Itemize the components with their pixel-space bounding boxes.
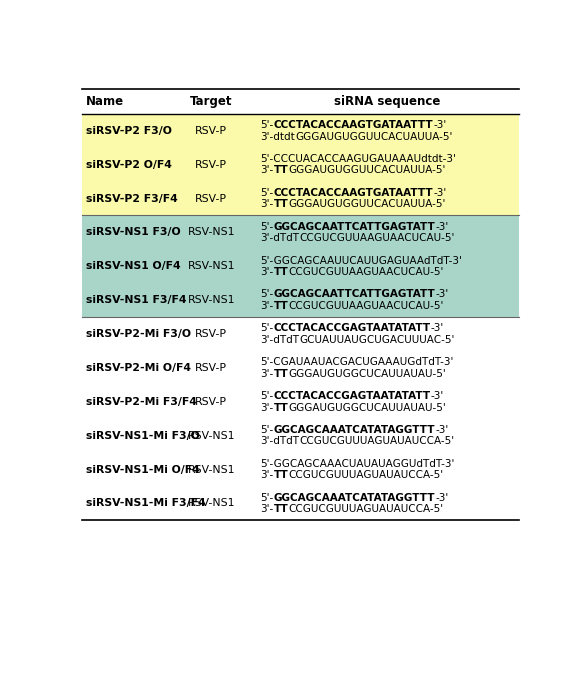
Text: TT: TT (274, 471, 289, 480)
Text: 5'-: 5'- (261, 391, 274, 401)
Text: GGGAUGUGGCUCAUUAUAU-5': GGGAUGUGGCUCAUUAUAU-5' (289, 403, 447, 413)
Text: siRSV-NS1 O/F4: siRSV-NS1 O/F4 (86, 261, 181, 272)
Text: 3'-: 3'- (261, 403, 274, 413)
Text: GGCAGCAAATCATATAGGTTT: GGCAGCAAATCATATAGGTTT (274, 493, 436, 502)
Text: GGGAUGUGGUUCACUAUUA-5': GGGAUGUGGUUCACUAUUA-5' (289, 166, 446, 175)
Text: 3'-: 3'- (261, 471, 274, 480)
Text: CCGUCGUUAAGUAACUCAU-5': CCGUCGUUAAGUAACUCAU-5' (289, 301, 444, 311)
Bar (82, 181, 518, 215)
Text: 5'-: 5'- (261, 493, 274, 502)
Text: TT: TT (274, 166, 289, 175)
Text: 3'-: 3'- (261, 267, 274, 277)
Text: -3': -3' (436, 221, 449, 232)
Text: RSV-P: RSV-P (195, 329, 227, 339)
Text: TT: TT (274, 369, 289, 379)
Bar (82, 283, 518, 317)
Text: siRSV-P2 O/F4: siRSV-P2 O/F4 (86, 160, 172, 170)
Text: 5'-GGCAGCAAACUAUAUAGGUdTdT-3': 5'-GGCAGCAAACUAUAUAGGUdTdT-3' (261, 459, 455, 469)
Text: 5'-: 5'- (261, 425, 274, 435)
Text: RSV-P: RSV-P (195, 126, 227, 136)
Text: RSV-NS1: RSV-NS1 (188, 430, 235, 441)
Text: CCGUCGUUAAGUAACUCAU-5': CCGUCGUUAAGUAACUCAU-5' (300, 233, 455, 243)
Text: -3': -3' (433, 120, 447, 130)
Text: CCCTACACCAAGTGATAATTT: CCCTACACCAAGTGATAATTT (274, 188, 433, 198)
Text: RSV-NS1: RSV-NS1 (188, 464, 235, 475)
Text: 3'-dTdT: 3'-dTdT (261, 335, 300, 345)
Text: GGCAGCAAATCATATAGGTTT: GGCAGCAAATCATATAGGTTT (274, 425, 436, 435)
Text: RSV-NS1: RSV-NS1 (188, 261, 235, 272)
Text: siRNA sequence: siRNA sequence (335, 95, 441, 108)
Text: -3': -3' (436, 425, 448, 435)
Bar (82, 249, 518, 283)
Text: GGCAGCAATTCATTGAGTATT: GGCAGCAATTCATTGAGTATT (274, 221, 436, 232)
Text: TT: TT (274, 267, 289, 277)
Text: CCCTACACCGAGTAATATATT: CCCTACACCGAGTAATATATT (274, 323, 431, 333)
Text: siRSV-NS1-Mi F3/F4: siRSV-NS1-Mi F3/F4 (86, 498, 206, 509)
Text: 5'-: 5'- (261, 289, 274, 299)
Text: siRSV-P2 F3/F4: siRSV-P2 F3/F4 (86, 194, 178, 204)
Bar (82, 114, 518, 148)
Text: 3'-: 3'- (261, 199, 274, 209)
Text: CCGUCGUUAAGUAACUCAU-5': CCGUCGUUAAGUAACUCAU-5' (289, 267, 444, 277)
Bar (82, 351, 518, 385)
Text: TT: TT (274, 403, 289, 413)
Text: RSV-NS1: RSV-NS1 (188, 227, 235, 238)
Text: RSV-P: RSV-P (195, 397, 227, 407)
Text: 3'-dTdT: 3'-dTdT (261, 233, 300, 243)
Text: siRSV-P2-Mi F3/F4: siRSV-P2-Mi F3/F4 (86, 397, 197, 407)
Bar (82, 419, 518, 453)
Text: -3': -3' (431, 391, 444, 401)
Text: 5'-: 5'- (261, 221, 274, 232)
Text: siRSV-NS1-Mi F3/O: siRSV-NS1-Mi F3/O (86, 430, 200, 441)
Text: GCUAUUAUGCUGACUUUAC-5': GCUAUUAUGCUGACUUUAC-5' (300, 335, 455, 345)
Text: GGGAUGUGGUUCACUAUUA-5': GGGAUGUGGUUCACUAUUA-5' (296, 132, 453, 141)
Text: 3'-: 3'- (261, 166, 274, 175)
Text: siRSV-NS1 F3/O: siRSV-NS1 F3/O (86, 227, 181, 238)
Bar (82, 215, 518, 249)
Text: 3'-dtdt: 3'-dtdt (261, 132, 296, 141)
Text: Name: Name (86, 95, 124, 108)
Bar (82, 486, 518, 520)
Text: 3'-dTdT: 3'-dTdT (261, 437, 300, 446)
Text: 5'-: 5'- (261, 120, 274, 130)
Text: -3': -3' (431, 323, 444, 333)
Text: RSV-P: RSV-P (195, 160, 227, 170)
Bar (82, 385, 518, 419)
Text: siRSV-P2-Mi O/F4: siRSV-P2-Mi O/F4 (86, 363, 191, 373)
Text: 3'-: 3'- (261, 301, 274, 311)
Text: RSV-NS1: RSV-NS1 (188, 498, 235, 509)
Text: 5'-: 5'- (261, 188, 274, 198)
Text: RSV-P: RSV-P (195, 194, 227, 204)
Text: RSV-P: RSV-P (195, 363, 227, 373)
Text: TT: TT (274, 301, 289, 311)
Text: -3': -3' (436, 289, 449, 299)
Text: CCGUCGUUUAGUAUAUCCA-5': CCGUCGUUUAGUAUAUCCA-5' (289, 471, 444, 480)
Text: siRSV-P2 F3/O: siRSV-P2 F3/O (86, 126, 172, 136)
Text: GGGAUGUGGUUCACUAUUA-5': GGGAUGUGGUUCACUAUUA-5' (289, 199, 446, 209)
Text: siRSV-NS1-Mi O/F4: siRSV-NS1-Mi O/F4 (86, 464, 200, 475)
Text: siRSV-NS1 F3/F4: siRSV-NS1 F3/F4 (86, 295, 187, 305)
Text: CCCTACACCGAGTAATATATT: CCCTACACCGAGTAATATATT (274, 391, 431, 401)
Bar (82, 317, 518, 351)
Text: 5'-CCCUACACCAAGUGAUAAAUdtdt-3': 5'-CCCUACACCAAGUGAUAAAUdtdt-3' (261, 154, 456, 164)
Text: 3'-: 3'- (261, 369, 274, 379)
Text: CCCTACACCAAGTGATAATTT: CCCTACACCAAGTGATAATTT (274, 120, 433, 130)
Text: 5'-CGAUAAUACGACUGAAAUGdTdT-3': 5'-CGAUAAUACGACUGAAAUGdTdT-3' (261, 357, 454, 367)
Text: -3': -3' (436, 493, 448, 502)
Bar (82, 148, 518, 181)
Text: Target: Target (190, 95, 233, 108)
Text: CCGUCGUUUAGUAUAUCCA-5': CCGUCGUUUAGUAUAUCCA-5' (300, 437, 455, 446)
Bar (82, 453, 518, 486)
Text: RSV-NS1: RSV-NS1 (188, 295, 235, 305)
Text: TT: TT (274, 504, 289, 514)
Text: GGCAGCAATTCATTGAGTATT: GGCAGCAATTCATTGAGTATT (274, 289, 436, 299)
Text: 3'-: 3'- (261, 504, 274, 514)
Text: siRSV-P2-Mi F3/O: siRSV-P2-Mi F3/O (86, 329, 191, 339)
Text: CCGUCGUUUAGUAUAUCCA-5': CCGUCGUUUAGUAUAUCCA-5' (289, 504, 444, 514)
Text: 5'-: 5'- (261, 323, 274, 333)
Text: GGGAUGUGGCUCAUUAUAU-5': GGGAUGUGGCUCAUUAUAU-5' (289, 369, 447, 379)
Text: -3': -3' (433, 188, 447, 198)
Text: 5'-GGCAGCAAUUCAUUGAGUAAdTdT-3': 5'-GGCAGCAAUUCAUUGAGUAAdTdT-3' (261, 255, 462, 265)
Text: TT: TT (274, 199, 289, 209)
